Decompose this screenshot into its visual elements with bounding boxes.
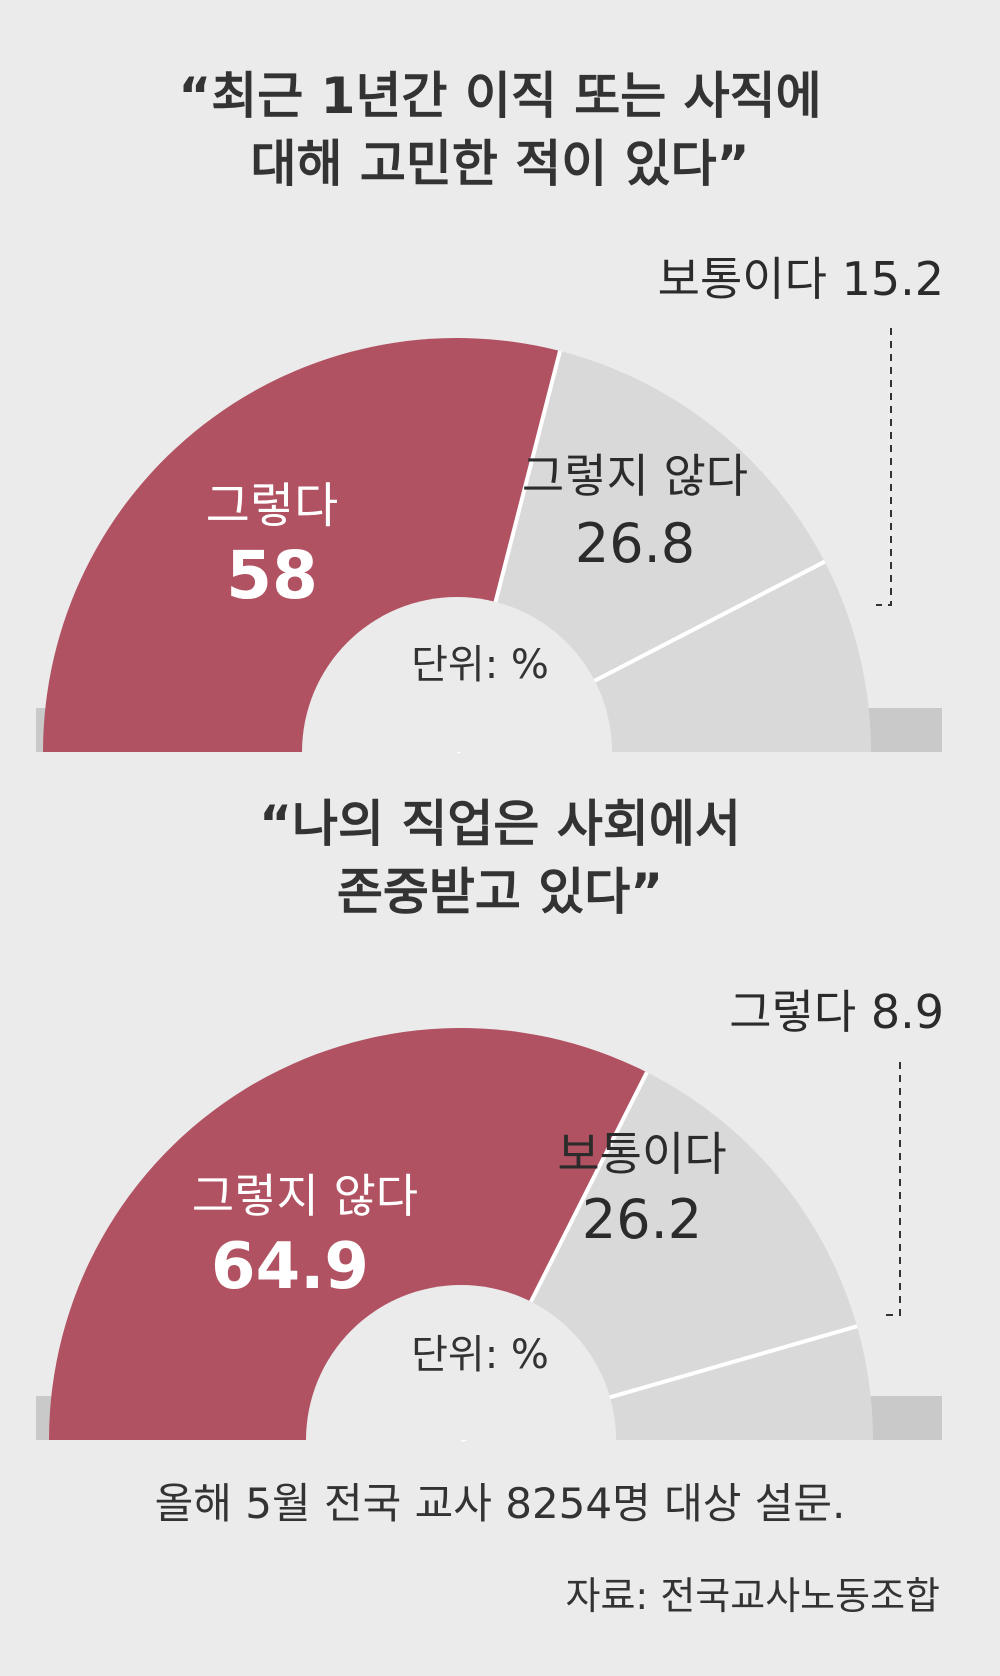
chart2-callout-label: 그렇다 8.9 — [729, 985, 944, 1039]
chart1-title-line2: 대해 고민한 적이 있다” — [250, 135, 750, 193]
chart2-semicircle: 단위: % 그렇지 않다 64.9 보통이다 26.2 그렇다 8.9 — [36, 985, 944, 1442]
chart1-callout-leader — [876, 328, 892, 606]
chart1-inner-hole — [302, 597, 612, 752]
chart2-inner-hole — [306, 1285, 616, 1440]
chart2-primary-value: 64.9 — [211, 1230, 369, 1304]
chart2-title-line2: 존중받고 있다” — [336, 863, 664, 921]
survey-note: 올해 5월 전국 교사 8254명 대상 설문. — [154, 1479, 846, 1528]
chart2-secondary-value: 26.2 — [582, 1188, 702, 1251]
chart1-secondary-value: 26.8 — [575, 512, 695, 575]
chart1-semicircle: 단위: % 그렇다 58 그렇지 않다 26.8 보통이다 15.2 — [36, 252, 944, 754]
chart2-secondary-name: 보통이다 — [557, 1127, 726, 1181]
chart1-unit-label: 단위: % — [411, 642, 549, 688]
chart1-primary-value: 58 — [226, 537, 318, 614]
chart1-title-line1: “최근 1년간 이직 또는 사직에 — [178, 67, 822, 125]
chart2-callout-leader — [886, 1062, 901, 1316]
chart2-primary-name: 그렇지 않다 — [192, 1169, 418, 1223]
chart1-secondary-name: 그렇지 않다 — [522, 449, 748, 503]
chart1-primary-name: 그렇다 — [206, 478, 338, 534]
chart2-title-line1: “나의 직업은 사회에서 — [259, 795, 741, 853]
source-credit: 자료: 전국교사노동조합 — [565, 1574, 940, 1618]
chart1-callout-label: 보통이다 15.2 — [658, 252, 944, 306]
chart2-unit-label: 단위: % — [411, 1332, 549, 1378]
